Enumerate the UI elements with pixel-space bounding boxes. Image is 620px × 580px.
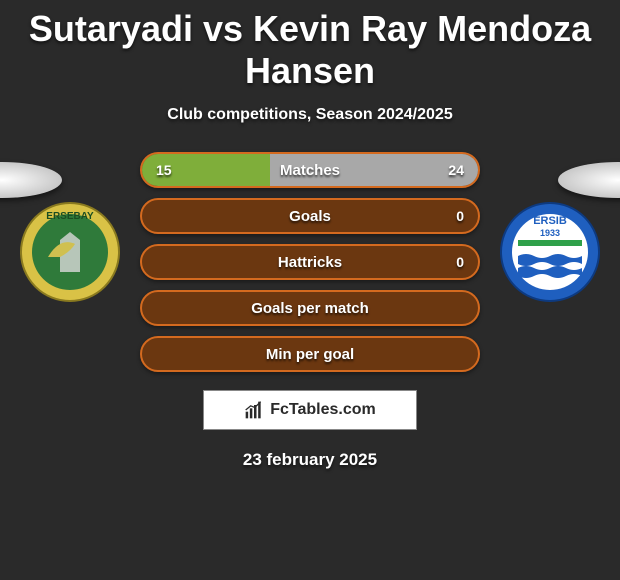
club-badge-left: ERSEBAY xyxy=(20,202,120,302)
stat-row: Goals0 xyxy=(140,198,480,234)
club-badge-right: ERSIB 1933 xyxy=(500,202,600,302)
badge-right-year: 1933 xyxy=(540,228,560,238)
stat-label: Hattricks xyxy=(142,254,478,271)
stat-value-right: 0 xyxy=(456,254,464,270)
stat-value-right: 24 xyxy=(448,162,464,178)
watermark-text: FcTables.com xyxy=(270,401,376,419)
stat-row: Hattricks0 xyxy=(140,244,480,280)
badge-right-text: ERSIB xyxy=(533,215,567,227)
stat-value-right: 0 xyxy=(456,208,464,224)
stat-label: Goals xyxy=(142,208,478,225)
player-left-pedestal xyxy=(0,162,62,198)
comparison-stage: ERSEBAY ERSIB 1933 15Matches24Goals0Hatt… xyxy=(0,152,620,372)
subtitle: Club competitions, Season 2024/2025 xyxy=(0,106,620,124)
badge-left-text: ERSEBAY xyxy=(46,211,94,222)
stat-value-left: 15 xyxy=(156,162,172,178)
stat-label: Goals per match xyxy=(142,300,478,317)
stat-label: Min per goal xyxy=(142,346,478,363)
stat-row: Goals per match xyxy=(140,290,480,326)
player-right-pedestal xyxy=(558,162,620,198)
snapshot-date: 23 february 2025 xyxy=(0,450,620,470)
stat-row: 15Matches24 xyxy=(140,152,480,188)
stat-row: Min per goal xyxy=(140,336,480,372)
chart-icon xyxy=(244,400,264,420)
stat-pill-list: 15Matches24Goals0Hattricks0Goals per mat… xyxy=(140,152,480,372)
watermark: FcTables.com xyxy=(203,390,417,430)
stat-fill-right xyxy=(270,154,478,186)
page-title: Sutaryadi vs Kevin Ray Mendoza Hansen xyxy=(0,0,620,92)
